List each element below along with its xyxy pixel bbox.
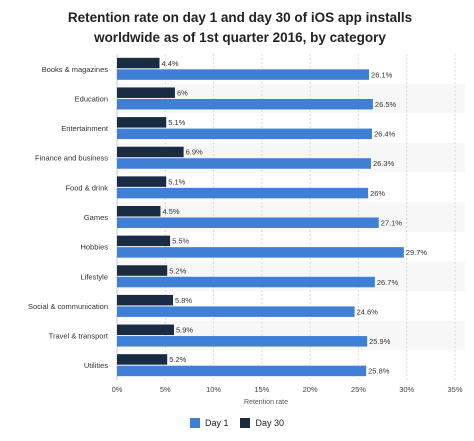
category-label: Food & drink — [65, 183, 108, 192]
data-label: 25.8% — [368, 367, 390, 376]
data-label: 25.9% — [369, 337, 391, 346]
bar — [117, 87, 175, 98]
bar — [117, 276, 375, 288]
category-label: Entertainment — [61, 124, 109, 133]
bar — [117, 146, 184, 158]
bar — [117, 306, 355, 317]
data-label: 26.7% — [377, 278, 399, 287]
x-tick-label: 25% — [351, 385, 366, 394]
legend-swatch — [189, 418, 200, 428]
data-label: 26.5% — [375, 100, 397, 109]
data-label: 5.2% — [169, 355, 186, 364]
bar — [117, 57, 160, 69]
x-tick-label: 5% — [160, 385, 171, 394]
legend-label: Day 30 — [255, 418, 285, 428]
bar — [117, 365, 367, 377]
category-label: Hobbies — [80, 243, 108, 252]
data-label: 6.9% — [186, 148, 203, 157]
category-label: Education — [75, 94, 108, 103]
chart-legend: Day 1 Day 30 — [0, 418, 474, 428]
category-label: Utilities — [84, 361, 108, 370]
data-label: 24.6% — [357, 307, 379, 316]
category-label: Travel & transport — [49, 332, 109, 341]
bar — [117, 98, 373, 110]
bar — [117, 187, 369, 199]
chart-title: Retention rate on day 1 and day 30 of iO… — [67, 10, 413, 45]
bar — [117, 69, 370, 80]
x-tick-label: 35% — [447, 385, 462, 394]
legend-swatch — [240, 418, 251, 428]
data-label: 4.5% — [162, 207, 179, 216]
bar — [117, 336, 368, 347]
legend-label: Day 1 — [204, 418, 229, 428]
data-label: 4.4% — [161, 59, 178, 68]
x-tick-label: 30% — [399, 385, 414, 394]
bar — [117, 247, 404, 258]
data-label: 5.8% — [175, 296, 192, 305]
category-label: Books & magazines — [42, 65, 109, 74]
data-label: 29.7% — [406, 248, 428, 257]
bar — [117, 117, 167, 128]
data-label: 6% — [177, 88, 188, 97]
data-label: 26.1% — [371, 70, 393, 79]
bar — [117, 217, 379, 228]
bar — [117, 265, 168, 276]
x-tick-label: 10% — [206, 385, 221, 394]
data-label: 26% — [370, 189, 385, 198]
category-label: Games — [84, 213, 108, 222]
x-tick-label: 20% — [303, 385, 318, 394]
bar — [117, 176, 167, 187]
legend-item[interactable]: Day 1 — [189, 418, 229, 428]
data-label: 26.3% — [373, 159, 395, 168]
data-label: 5.9% — [176, 326, 193, 335]
bar — [117, 294, 174, 306]
bar — [117, 128, 372, 140]
data-label: 26.4% — [374, 130, 396, 139]
bar — [117, 354, 168, 365]
data-label: 5.5% — [172, 237, 189, 246]
bar — [117, 206, 161, 217]
bar — [117, 235, 171, 247]
category-label: Finance and business — [35, 154, 108, 163]
category-label: Lifestyle — [80, 272, 108, 281]
x-axis-title: Retention rate — [244, 399, 288, 406]
bar — [117, 324, 174, 336]
data-label: 5.1% — [168, 118, 185, 127]
data-label: 27.1% — [381, 219, 403, 228]
data-label: 5.2% — [169, 266, 186, 275]
category-label: Social & communication — [28, 302, 108, 311]
bar — [117, 158, 371, 169]
x-tick-label: 0% — [112, 385, 123, 394]
legend-item[interactable]: Day 30 — [240, 418, 284, 428]
x-tick-label: 15% — [254, 385, 269, 394]
data-label: 5.1% — [168, 177, 185, 186]
